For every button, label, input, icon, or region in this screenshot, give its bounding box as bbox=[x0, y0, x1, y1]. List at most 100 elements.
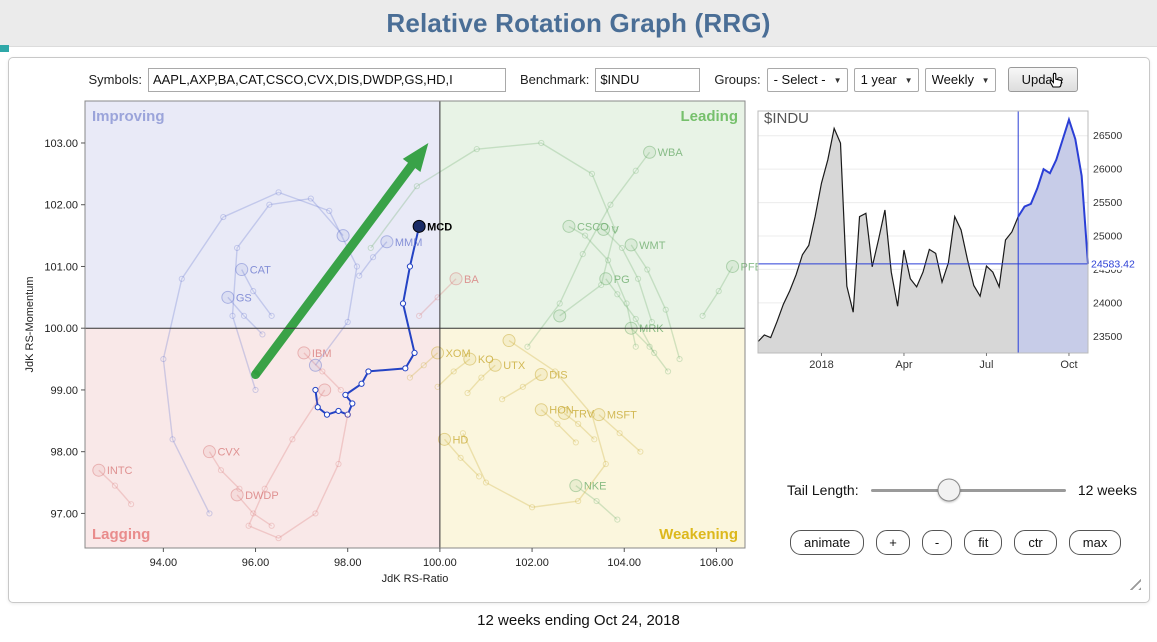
svg-text:25500: 25500 bbox=[1093, 197, 1122, 209]
max-button[interactable]: max bbox=[1068, 530, 1122, 555]
center-button[interactable]: ctr bbox=[1014, 530, 1057, 555]
groups-select-wrap: - Select - ▼ bbox=[766, 67, 848, 92]
trail-trv[interactable]: TRV bbox=[557, 406, 598, 443]
svg-text:WMT: WMT bbox=[639, 240, 666, 252]
page-title: Relative Rotation Graph (RRG) bbox=[386, 7, 771, 38]
svg-text:106.00: 106.00 bbox=[700, 557, 734, 569]
trail-nke[interactable]: NKE bbox=[569, 479, 621, 523]
svg-text:100.00: 100.00 bbox=[423, 557, 457, 569]
svg-text:102.00: 102.00 bbox=[44, 200, 78, 212]
svg-text:97.00: 97.00 bbox=[50, 508, 78, 520]
trail-mrk[interactable]: MRK bbox=[624, 321, 672, 375]
svg-text:MSFT: MSFT bbox=[607, 410, 637, 422]
animate-button[interactable]: animate bbox=[790, 530, 865, 555]
benchmark-chart[interactable]: 23500 24000 24500 25000 25500 26000 26500 24583… bbox=[752, 97, 1144, 376]
svg-text:100.00: 100.00 bbox=[44, 323, 78, 335]
svg-text:25000: 25000 bbox=[1093, 231, 1122, 243]
svg-text:104.00: 104.00 bbox=[607, 557, 641, 569]
trail-ibm[interactable]: IBM bbox=[297, 346, 344, 394]
symbols-input[interactable] bbox=[147, 67, 506, 92]
trail-cvx[interactable]: CVX bbox=[202, 445, 243, 492]
slider-handle-icon[interactable] bbox=[937, 478, 961, 502]
svg-text:INTC: INTC bbox=[107, 465, 133, 477]
trail-mcd[interactable]: MCD bbox=[312, 219, 452, 418]
trail-msft[interactable]: MSFT bbox=[592, 408, 644, 455]
svg-text:BA: BA bbox=[464, 274, 479, 286]
last-value-label: 24583.42 bbox=[1091, 258, 1135, 270]
svg-text:24000: 24000 bbox=[1093, 297, 1122, 309]
svg-text:2018: 2018 bbox=[809, 359, 833, 371]
trail-pg[interactable]: PG bbox=[599, 272, 658, 357]
benchmark-chart-svg[interactable]: 2350024000245002500025500260002650024583… bbox=[752, 97, 1144, 371]
svg-text:26000: 26000 bbox=[1093, 164, 1122, 176]
svg-text:XOM: XOM bbox=[446, 348, 471, 360]
resize-handle-icon[interactable] bbox=[1124, 573, 1141, 590]
trail-dis[interactable]: DIS bbox=[499, 368, 568, 403]
trail-xom[interactable]: XOM bbox=[406, 346, 471, 381]
trail-hd[interactable]: HD bbox=[437, 432, 483, 480]
trail-wba[interactable]: WBA bbox=[524, 145, 684, 350]
groups-label: Groups: bbox=[714, 72, 761, 87]
period-select[interactable]: 1 year bbox=[853, 67, 919, 92]
quadrant-leading bbox=[439, 101, 745, 329]
svg-text:PFE: PFE bbox=[741, 261, 762, 273]
svg-text:CVX: CVX bbox=[217, 447, 240, 459]
svg-text:WBA: WBA bbox=[658, 147, 684, 159]
trail-wmt[interactable]: WMT bbox=[624, 238, 683, 363]
trail-ba[interactable]: BA bbox=[416, 272, 480, 319]
trail-dwdp[interactable]: DWDP bbox=[230, 488, 279, 529]
svg-text:PG: PG bbox=[614, 274, 630, 286]
trail-mmm[interactable]: MMM bbox=[356, 235, 423, 279]
quadrant-label-leading: Leading bbox=[680, 108, 738, 125]
accent-mark bbox=[0, 45, 9, 52]
frequency-select[interactable]: Weekly bbox=[924, 67, 996, 92]
trend-arrow bbox=[251, 142, 429, 378]
svg-text:98.00: 98.00 bbox=[334, 557, 362, 569]
benchmark-chart-title: $INDU bbox=[764, 110, 809, 127]
trail-gs[interactable]: GS bbox=[221, 290, 266, 338]
zoom-in-button[interactable]: + bbox=[876, 530, 910, 555]
tail-length-label: Tail Length: bbox=[787, 482, 859, 498]
tail-length-control: Tail Length: 12 weeks bbox=[787, 478, 1137, 502]
app-header: Relative Rotation Graph (RRG) bbox=[0, 0, 1157, 47]
trail-pfe[interactable]: PFE bbox=[699, 259, 762, 319]
svg-text:NKE: NKE bbox=[584, 481, 607, 493]
mcd-marker[interactable] bbox=[412, 219, 426, 233]
trail-cat[interactable]: CAT bbox=[235, 263, 275, 319]
x-axis-title: JdK RS-Ratio bbox=[382, 573, 449, 585]
toolbar: Symbols: Benchmark: Groups: - Select - ▼… bbox=[9, 67, 1149, 92]
trail-faded bbox=[160, 189, 361, 517]
rrg-panel: Symbols: Benchmark: Groups: - Select - ▼… bbox=[8, 57, 1150, 603]
mouse-cursor-icon bbox=[1049, 72, 1063, 88]
svg-text:IBM: IBM bbox=[312, 348, 332, 360]
svg-text:96.00: 96.00 bbox=[242, 557, 270, 569]
symbols-label: Symbols: bbox=[88, 72, 142, 87]
svg-text:DWDP: DWDP bbox=[245, 490, 279, 502]
rrg-chart[interactable]: MCD WBA CSCO V WMT PG PFE MRK NKE MSFT TRV HON DIS KO… bbox=[21, 93, 766, 595]
svg-text:HD: HD bbox=[452, 434, 468, 446]
groups-select[interactable]: - Select - bbox=[766, 67, 848, 92]
zoom-out-button[interactable]: - bbox=[921, 530, 953, 555]
quadrant-improving bbox=[85, 101, 440, 329]
footer-caption: 12 weeks ending Oct 24, 2018 bbox=[477, 612, 680, 629]
quadrant-label-improving: Improving bbox=[92, 108, 165, 125]
benchmark-input[interactable] bbox=[595, 67, 701, 92]
svg-text:102.00: 102.00 bbox=[515, 557, 549, 569]
tail-length-slider[interactable] bbox=[870, 478, 1066, 502]
trail-hon[interactable]: HON bbox=[534, 403, 579, 446]
trail-utx[interactable]: UTX bbox=[464, 358, 526, 397]
svg-text:99.00: 99.00 bbox=[50, 385, 78, 397]
svg-text:26500: 26500 bbox=[1093, 130, 1122, 142]
svg-text:MMM: MMM bbox=[395, 237, 423, 249]
trail-v[interactable]: V bbox=[597, 222, 655, 326]
svg-text:103.00: 103.00 bbox=[44, 138, 78, 150]
fit-button[interactable]: fit bbox=[964, 530, 1003, 555]
highlight-tail-segment bbox=[1017, 116, 1089, 264]
trail-ko[interactable]: KO bbox=[434, 352, 494, 390]
trail-faded bbox=[245, 383, 351, 542]
trail-faded bbox=[459, 334, 609, 511]
quadrant-label-weakening: Weakening bbox=[659, 526, 738, 543]
trail-intc[interactable]: INTC bbox=[92, 463, 135, 508]
